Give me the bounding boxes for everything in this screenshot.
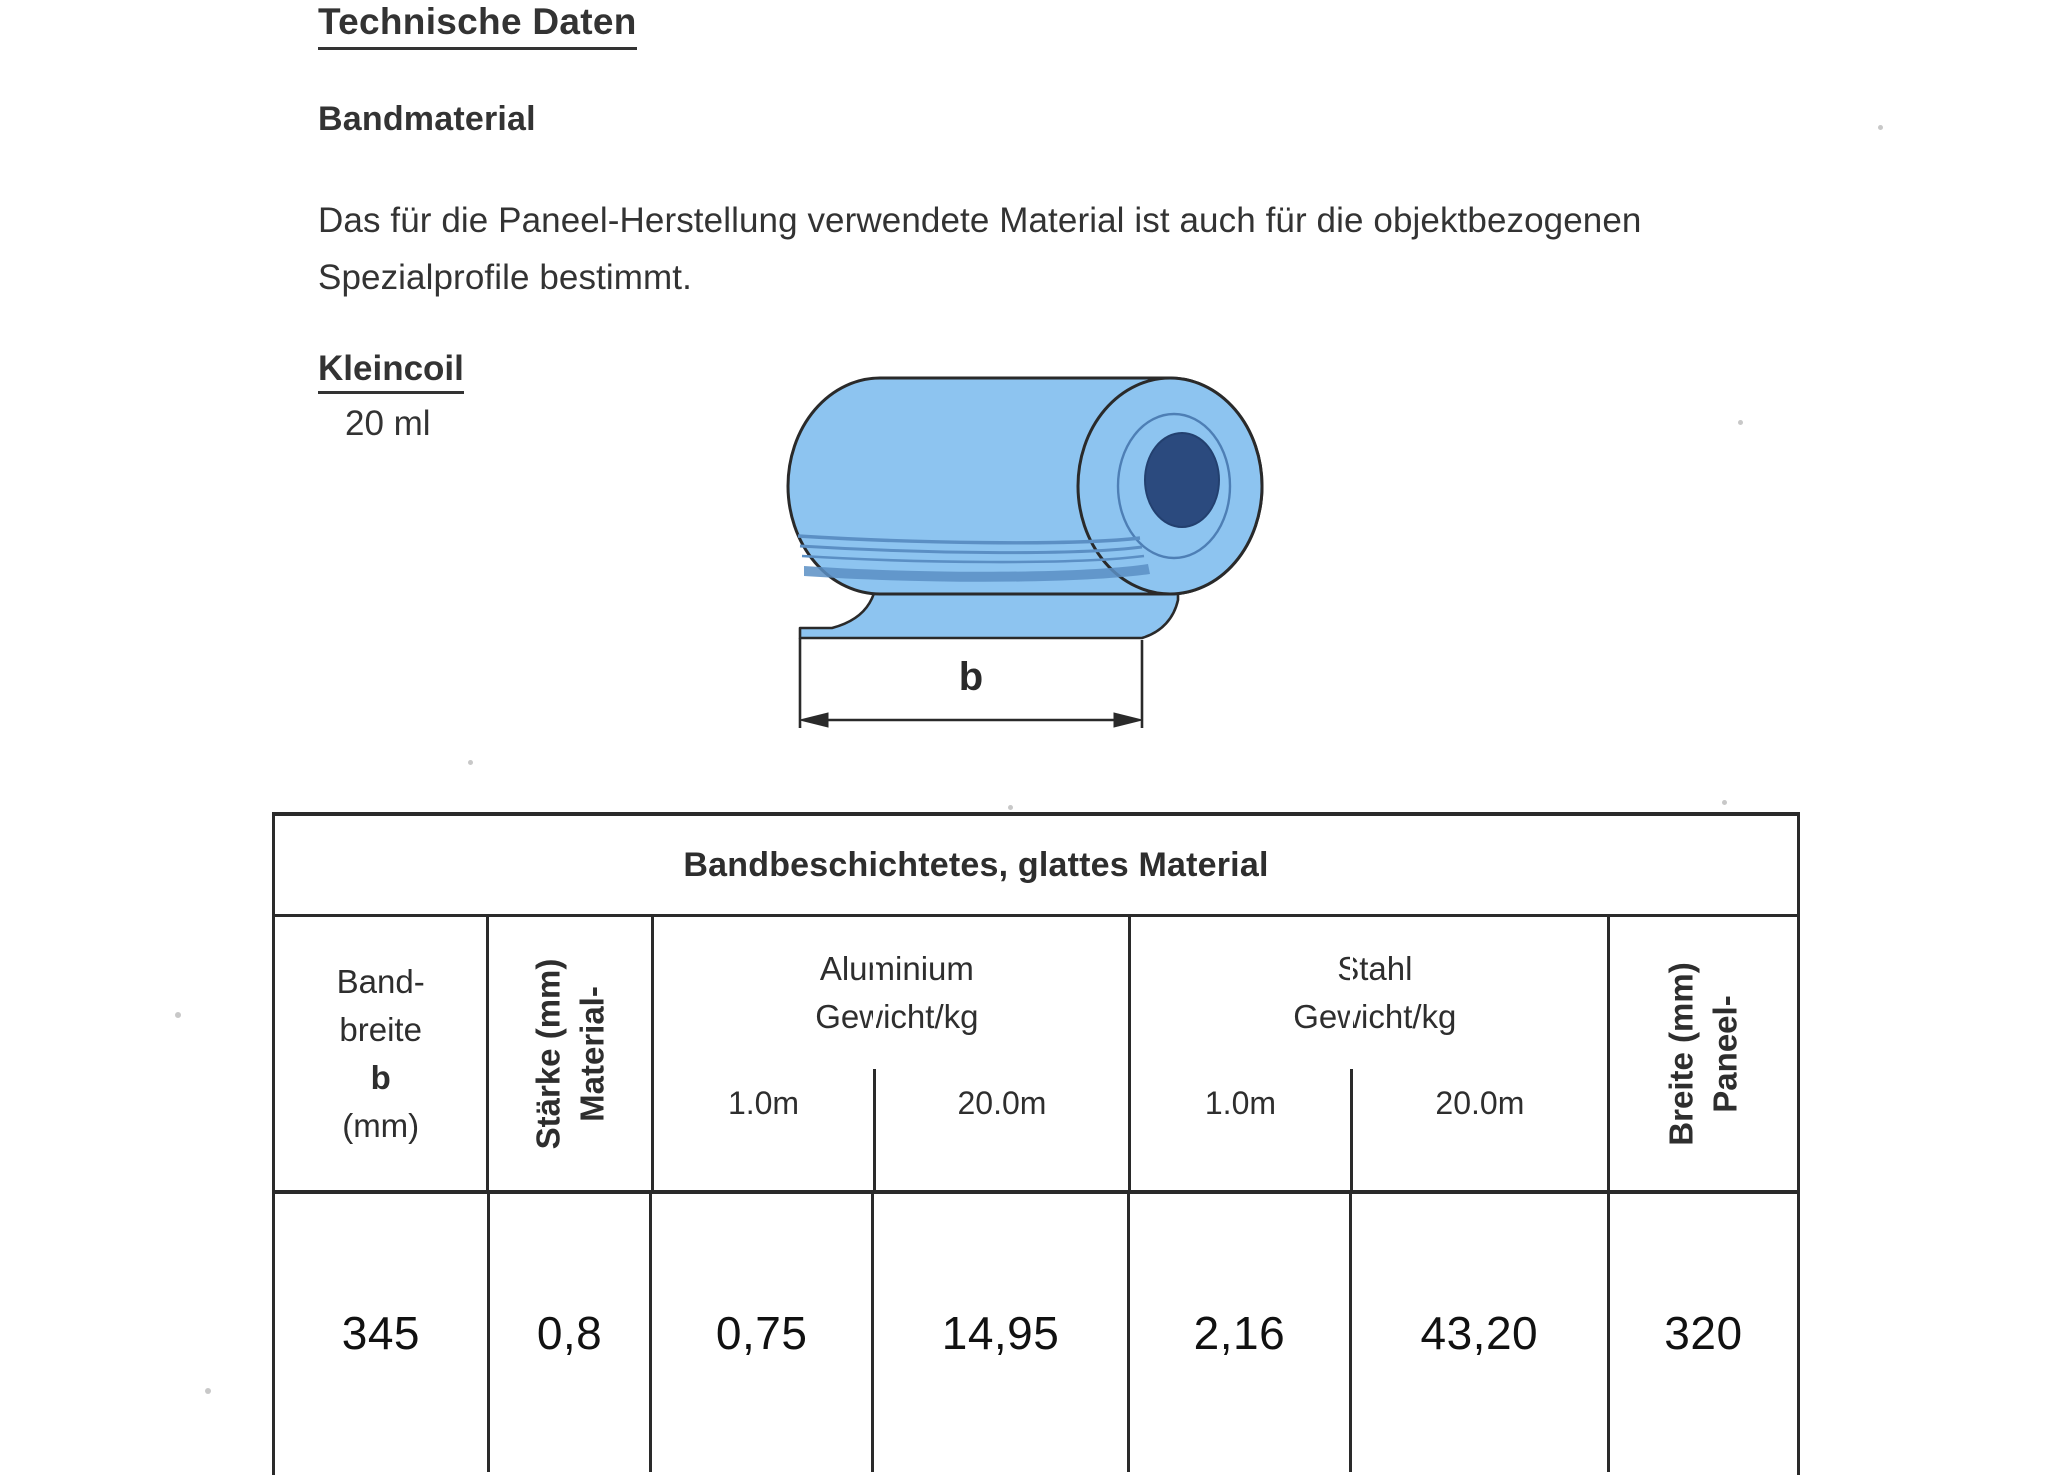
scan-speck [205, 1388, 211, 1394]
spec-table: Bandbeschichtetes, glattes Material Band… [272, 812, 1800, 1475]
cell-paneelbreite: 320 [1664, 1307, 1743, 1359]
cell-aluminium-20m: 14,95 [874, 1194, 1131, 1472]
scan-speck [175, 1012, 181, 1018]
dimension-b-label: b [959, 655, 983, 699]
coil-core-hole [1144, 432, 1220, 528]
table-header-row: Band- breite b (mm) Stärke (mm) Material… [275, 917, 1797, 1194]
cell-stahl-1m: 2,16 [1130, 1194, 1352, 1472]
header-cell-aluminium-1m: Aluminium Gewicht/kg 1.0m [654, 917, 978, 1190]
cell-aluminium-1m: 0,75 [652, 1194, 874, 1472]
scan-speck [468, 760, 473, 765]
header-bandbreite-unit: (mm) [342, 1106, 420, 1144]
body-paragraph: Das für die Paneel-Herstellung verwendet… [318, 201, 1642, 297]
header-bandbreite-symbol: b [370, 1058, 391, 1096]
header-aluminium-1m: 1.0m [727, 1085, 800, 1121]
cell-staerke: 0,8 [490, 1194, 653, 1472]
cell-stahl-20m: 43,20 [1352, 1194, 1610, 1472]
header-cell-aluminium-20m: 20.0m [876, 917, 1132, 1190]
scan-speck [1878, 125, 1883, 130]
header-cell-materialstaerke: Stärke (mm) Material- [489, 917, 655, 1190]
header-cell-bandbreite: Band- breite b (mm) [275, 917, 490, 1190]
header-cell-stahl-1m: Stahl Gewicht/kg 1.0m [1131, 917, 1456, 1190]
coil-layer-band [804, 564, 1150, 582]
section-heading: Bandmaterial [318, 100, 536, 138]
header-cell-paneelbreite: Breite (mm) Paneel- [1610, 917, 1797, 1190]
dimension-b [798, 638, 1144, 728]
header-bandbreite-line2: breite [339, 1010, 422, 1048]
kleincoil-label: Kleincoil [318, 348, 464, 394]
cell-bandbreite: 345 [275, 1194, 490, 1472]
header-stahl-1m: 1.0m [1204, 1085, 1277, 1121]
table-row: 345 0,8 0,75 14,95 2,16 43,20 320 [275, 1194, 1797, 1472]
coil-layer-lines [797, 534, 1145, 564]
coil-illustration: b [770, 360, 1290, 740]
header-paneelbreite-line1: Paneel- [1706, 994, 1744, 1113]
table-title: Bandbeschichtetes, glattes Material [683, 845, 1269, 884]
coil-volume-label: 20 ml [345, 404, 431, 443]
header-paneelbreite-line2: Breite (mm) [1662, 961, 1700, 1146]
table-title-row: Bandbeschichtetes, glattes Material [275, 816, 1797, 917]
header-stahl-20m: 20.0m [1435, 1085, 1525, 1121]
scan-speck [1738, 420, 1743, 425]
header-aluminium-20m: 20.0m [957, 1085, 1047, 1121]
header-materialstaerke-line2: Stärke (mm) [529, 958, 567, 1149]
scan-speck [1008, 805, 1013, 810]
page-title: Technische Daten [318, 0, 637, 50]
scan-speck [1722, 800, 1727, 805]
header-cell-stahl-20m: 20.0m [1353, 917, 1611, 1190]
header-materialstaerke-line1: Material- [573, 985, 611, 1122]
header-bandbreite-line1: Band- [336, 962, 425, 1000]
